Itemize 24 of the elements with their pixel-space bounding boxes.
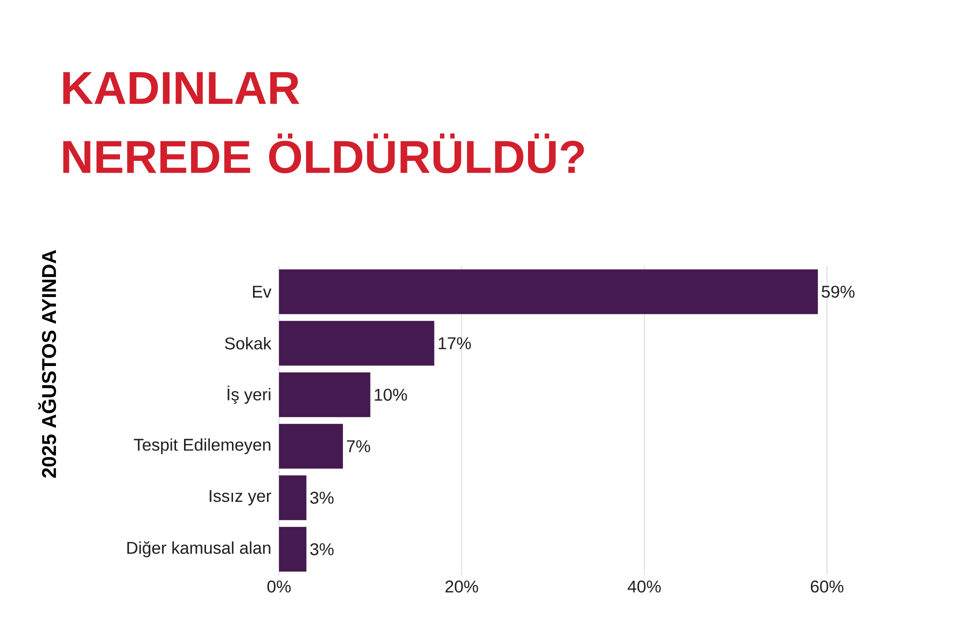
- y-tick-label: Sokak: [224, 337, 272, 350]
- bar: [279, 424, 343, 469]
- data-label: 10%: [374, 388, 407, 401]
- y-tick-label: Ev: [253, 286, 272, 298]
- data-label: 3%: [310, 543, 334, 556]
- data-label: 59%: [822, 286, 854, 298]
- data-label: 3%: [310, 492, 334, 504]
- chart-title: KADINLAR NEREDE ÖLDÜRÜLDÜ?: [63, 72, 584, 174]
- x-tick-label: 40%: [628, 580, 661, 593]
- bar: [279, 320, 434, 366]
- bar: [279, 269, 818, 314]
- data-label: 7%: [347, 440, 370, 452]
- bar: [279, 475, 306, 520]
- y-tick-label: Diğer kamusal alan: [127, 541, 270, 558]
- bar: [279, 372, 370, 418]
- y-tick-label: Issız yer: [210, 490, 272, 506]
- y-axis-title: 2025 AĞUSTOS AYINDA: [38, 250, 56, 478]
- x-tick-label: 60%: [810, 580, 844, 593]
- bar: [279, 526, 306, 572]
- x-tick-label: 20%: [446, 580, 478, 593]
- y-tick-label: İş yeri: [228, 386, 270, 404]
- x-tick-label: 0%: [267, 580, 291, 593]
- data-label: 17%: [438, 337, 471, 350]
- y-tick-label: Tespit Edilemeyen: [134, 438, 270, 454]
